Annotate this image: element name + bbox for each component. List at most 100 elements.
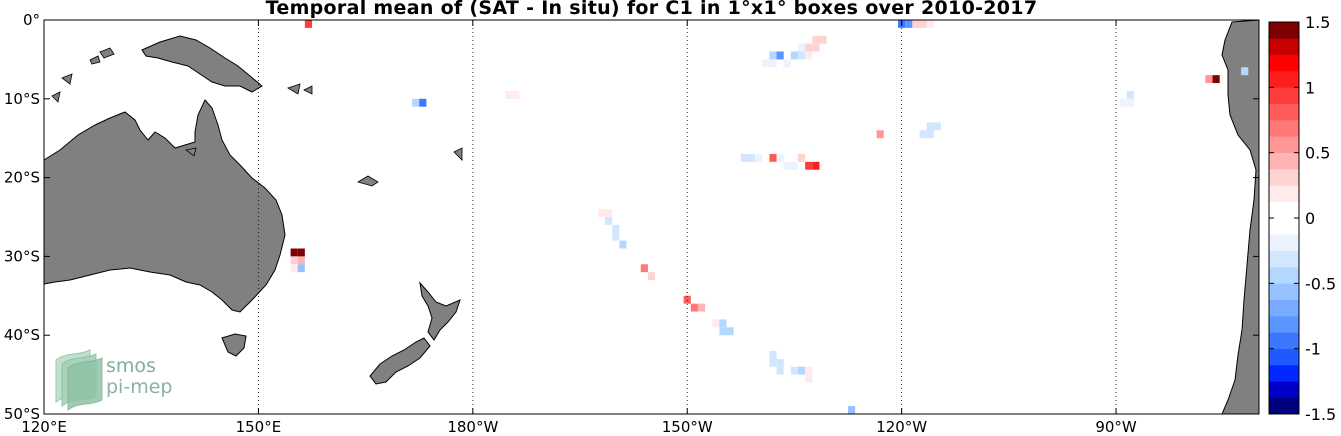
smos-pimep-logo: smos pi-mep	[55, 349, 172, 412]
colorbar-tick-label: 0	[1305, 209, 1315, 228]
anomaly-box	[297, 256, 305, 265]
x-tick-label: 120°E	[21, 418, 67, 436]
anomaly-box	[590, 201, 598, 210]
y-tick-label: 30°S	[4, 247, 40, 265]
x-tick-label: 150°E	[236, 418, 282, 436]
anomaly-box	[919, 20, 927, 28]
colorbar-segment	[1269, 71, 1299, 88]
anomaly-box	[726, 327, 734, 336]
anomaly-box	[612, 232, 620, 241]
anomaly-box	[1241, 67, 1249, 76]
anomaly-box	[905, 20, 913, 28]
colorbar-segment	[1269, 120, 1299, 137]
anomaly-box	[755, 153, 763, 162]
y-tick-label: 10°S	[4, 90, 40, 108]
anomaly-box	[740, 153, 748, 162]
anomaly-box	[297, 264, 305, 273]
x-tick-label: 180°W	[447, 418, 498, 436]
colorbar-segment	[1269, 136, 1299, 153]
tasmania-land	[221, 333, 247, 357]
anomaly-box	[769, 350, 777, 359]
colorbar: 1.5 1 0.5 0 -0.5 -1 -1.5	[1268, 13, 1336, 424]
anomaly-box	[790, 51, 799, 60]
colorbar-segment	[1269, 250, 1299, 268]
anomaly-box	[619, 240, 627, 249]
anomaly-box	[776, 366, 784, 375]
colorbar-segment	[1269, 38, 1299, 55]
anomaly-box	[1205, 75, 1213, 84]
logo-wave-3	[67, 357, 103, 412]
anomaly-box	[597, 209, 606, 217]
anomaly-boxes	[290, 20, 1249, 414]
australia-land	[43, 99, 286, 313]
y-tick-label: 20°S	[4, 169, 40, 187]
anomaly-box	[783, 161, 791, 170]
anomaly-box	[769, 51, 777, 60]
new-zealand-south-land	[369, 337, 431, 385]
colorbar-tick-label: -1	[1305, 340, 1321, 359]
anomaly-box	[612, 224, 620, 233]
colorbar-segment	[1269, 397, 1299, 415]
small-islands	[51, 47, 463, 187]
anomaly-box	[1169, 83, 1177, 91]
anomaly-box	[912, 20, 920, 28]
colorbar-segment	[1269, 234, 1299, 251]
anomaly-box	[819, 35, 827, 44]
anomaly-box	[890, 27, 899, 36]
anomaly-box	[798, 51, 806, 60]
anomaly-box	[933, 122, 941, 131]
colorbar-segment	[1269, 316, 1299, 333]
anomaly-box	[290, 264, 298, 273]
colorbar-segment	[1269, 87, 1299, 104]
anomaly-box	[805, 161, 813, 170]
anomaly-box	[769, 59, 777, 68]
anomaly-box	[1119, 98, 1127, 107]
anomaly-box	[776, 51, 784, 60]
anomaly-box	[805, 366, 813, 375]
anomaly-box	[605, 217, 613, 225]
anomaly-box	[504, 90, 513, 99]
anomaly-box	[812, 161, 820, 170]
anomaly-box	[412, 98, 420, 107]
new-zealand-north-land	[419, 281, 461, 341]
anomaly-box	[719, 319, 727, 328]
anomaly-box	[926, 122, 934, 131]
anomaly-box	[812, 43, 820, 52]
colorbar-segment	[1269, 152, 1299, 170]
colorbar-tick-label: 1	[1305, 78, 1315, 97]
anomaly-box	[848, 406, 856, 414]
anomaly-box	[769, 153, 777, 162]
colorbar-segment	[1269, 365, 1299, 382]
anomaly-box	[790, 161, 799, 170]
new-guinea-land	[141, 35, 263, 93]
anomaly-box	[1126, 98, 1134, 107]
colorbar-tick-label: 0.5	[1305, 144, 1330, 163]
colorbar-tick-label: -1.5	[1305, 405, 1336, 424]
anomaly-box	[747, 153, 756, 162]
colorbar-segment	[1269, 185, 1299, 202]
colorbar-segment	[1269, 103, 1299, 121]
y-tick-label: 0°	[23, 11, 40, 29]
anomaly-box	[419, 98, 427, 107]
anomaly-box	[769, 358, 777, 367]
anomaly-box	[790, 366, 799, 375]
anomaly-box	[290, 248, 298, 257]
anomaly-box	[712, 319, 720, 328]
anomaly-box	[762, 59, 770, 68]
colorbar-segment	[1269, 218, 1299, 235]
anomaly-box	[1126, 90, 1134, 99]
colorbar-tick-label: -0.5	[1305, 274, 1336, 293]
anomaly-box	[783, 59, 791, 68]
anomaly-box	[776, 358, 784, 367]
anomaly-box	[919, 130, 927, 139]
anomaly-box	[926, 20, 934, 28]
colorbar-segment	[1269, 348, 1299, 366]
anomaly-box	[683, 295, 691, 304]
colorbar-segment	[1269, 169, 1299, 186]
colorbar-segment	[1269, 54, 1299, 72]
anomaly-box	[697, 303, 706, 312]
anomaly-box	[640, 264, 648, 273]
colorbar-segment	[1269, 283, 1299, 300]
x-tick-label: 90°W	[1095, 418, 1137, 436]
